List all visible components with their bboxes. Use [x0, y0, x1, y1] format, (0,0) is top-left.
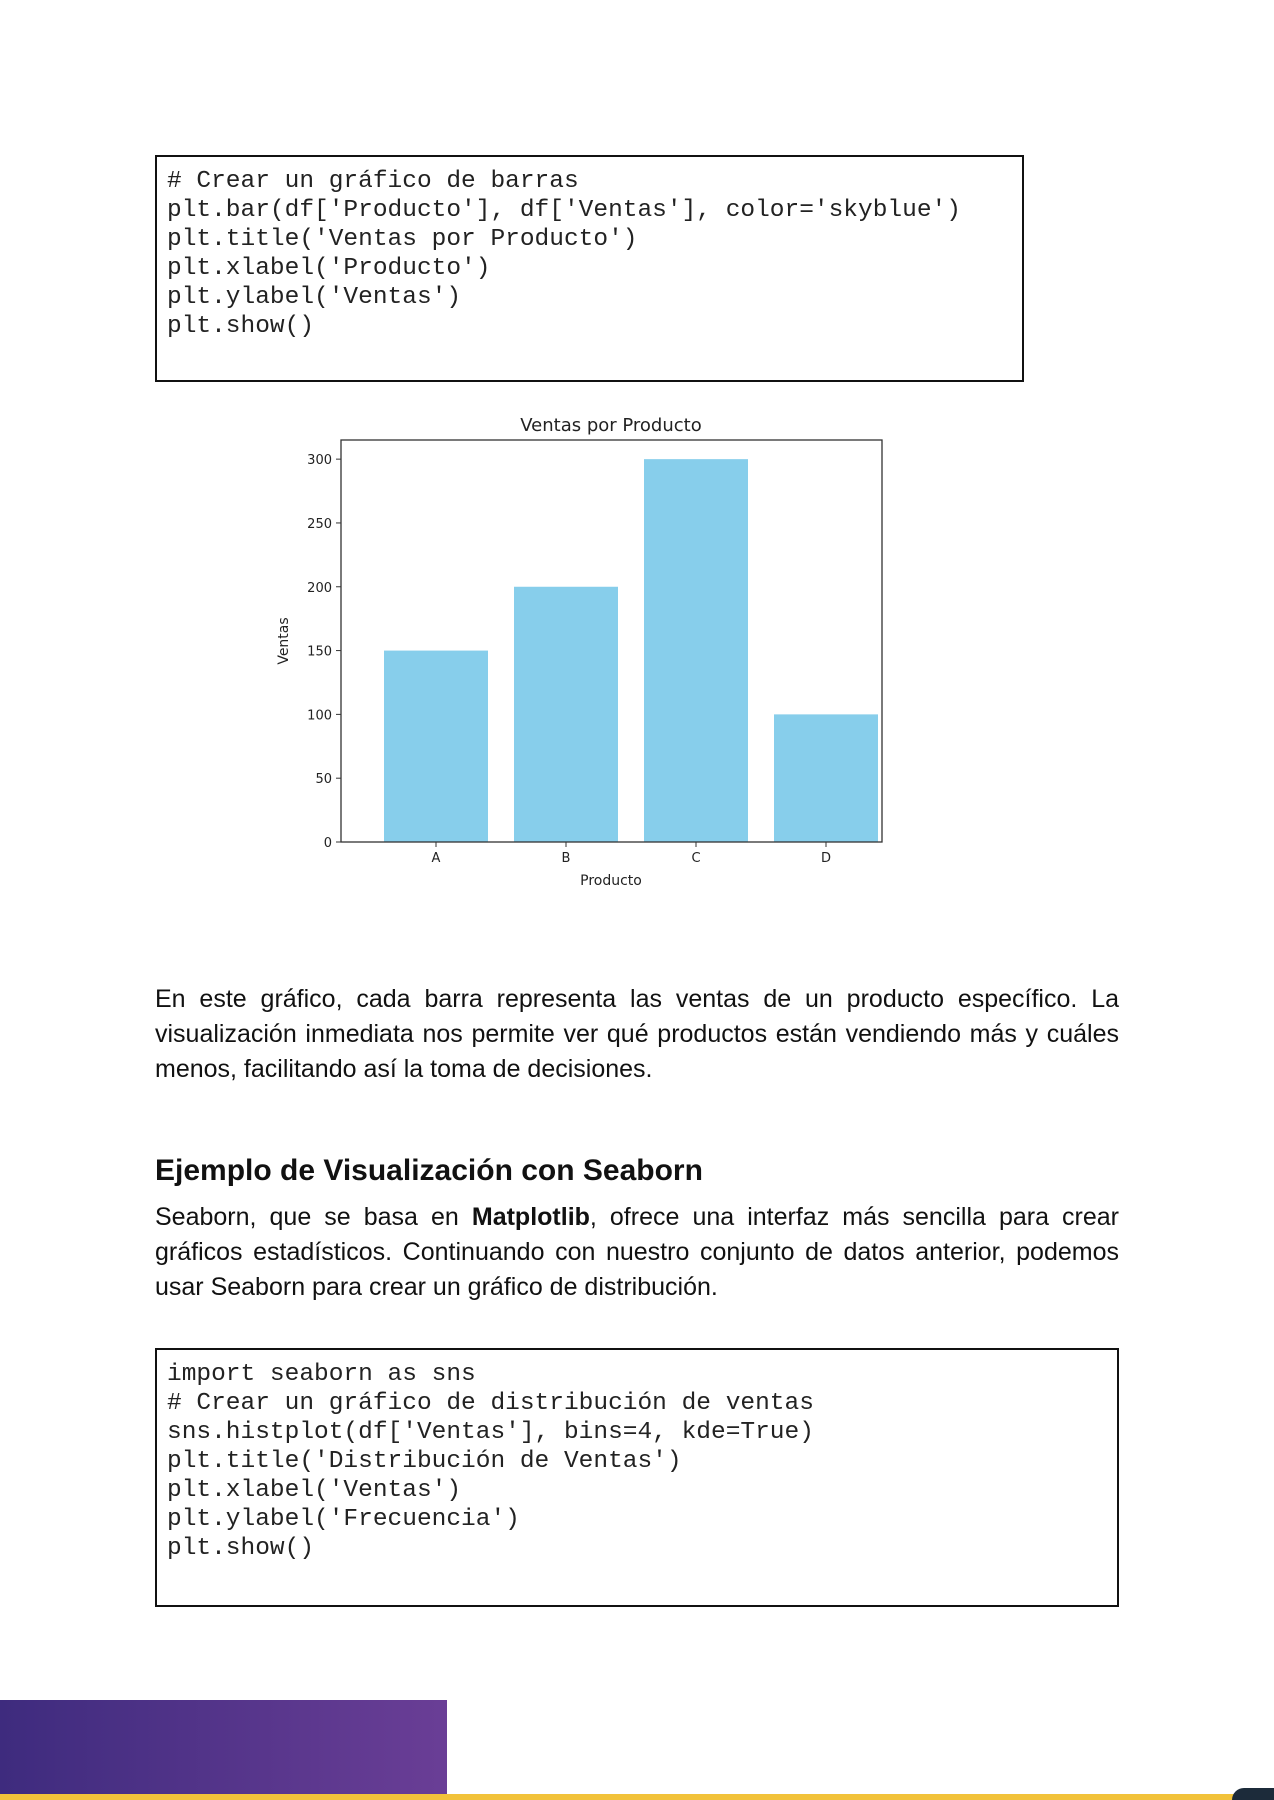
y-axis-label: Ventas: [276, 617, 292, 664]
code-line: plt.title('Distribución de Ventas'): [167, 1448, 682, 1475]
bar-B: [514, 586, 618, 842]
code-line: plt.xlabel('Ventas'): [167, 1477, 462, 1504]
code-line: plt.bar(df['Producto'], df['Ventas'], co…: [167, 197, 961, 224]
x-axis-label: Producto: [580, 873, 642, 889]
code-line: plt.title('Ventas por Producto'): [167, 226, 638, 253]
seaborn-intro-paragraph: Seaborn, que se basa en Matplotlib, ofre…: [155, 1200, 1119, 1305]
x-tick-label: B: [562, 851, 571, 866]
bar-D: [774, 714, 878, 842]
y-tick-label: 300: [307, 453, 332, 468]
bar-chart: Ventas por Producto 0 50 100 150 200 250 300 A…: [276, 415, 883, 889]
y-tick-label: 150: [307, 645, 332, 660]
code-lines: import seaborn as sns # Crear un gráfico …: [167, 1360, 1107, 1563]
paragraph-text: , ofrece una interfaz más sencilla para …: [155, 1203, 1120, 1301]
x-tick-label: C: [691, 851, 700, 866]
y-tick-label: 200: [307, 581, 332, 596]
paragraph-text: Seaborn, que se basa en: [155, 1203, 472, 1231]
y-tick-label: 50: [315, 772, 332, 787]
y-tick-label: 100: [307, 708, 332, 723]
x-tick-label: A: [432, 851, 441, 866]
y-tick-label: 250: [307, 517, 332, 532]
section-heading: Ejemplo de Visualización con Seaborn: [155, 1154, 703, 1187]
code-line: plt.ylabel('Frecuencia'): [167, 1506, 520, 1533]
code-block-bar-chart: # Crear un gráfico de barras plt.bar(df['…: [155, 155, 1024, 382]
x-tick-label: D: [821, 851, 831, 866]
code-line: plt.xlabel('Producto'): [167, 255, 491, 282]
plot-frame: [340, 439, 883, 843]
code-line: # Crear un gráfico de barras: [167, 168, 579, 195]
code-line: # Crear un gráfico de distribución de ve…: [167, 1390, 814, 1417]
code-block-seaborn: import seaborn as sns # Crear un gráfico …: [155, 1348, 1119, 1607]
code-line: sns.histplot(df['Ventas'], bins=4, kde=T…: [167, 1419, 814, 1446]
footer-decoration-bar: [0, 1700, 447, 1800]
footer-decoration-strip: [0, 1794, 1274, 1800]
bold-term: Matplotlib: [471, 1203, 590, 1231]
chart-title: Ventas por Producto: [520, 415, 702, 436]
y-tick-label: 0: [324, 836, 332, 851]
code-lines: # Crear un gráfico de barras plt.bar(df['…: [167, 167, 1012, 341]
bar-C: [644, 459, 748, 842]
code-line: plt.ylabel('Ventas'): [167, 284, 462, 311]
footer-decoration-corner: [1232, 1788, 1274, 1800]
code-line: import seaborn as sns: [167, 1361, 476, 1388]
code-line: plt.show(): [167, 313, 315, 340]
bar-A: [384, 650, 488, 842]
chart-explanation-paragraph: En este gráfico, cada barra representa l…: [155, 985, 1119, 1083]
code-line: plt.show(): [167, 1535, 315, 1562]
